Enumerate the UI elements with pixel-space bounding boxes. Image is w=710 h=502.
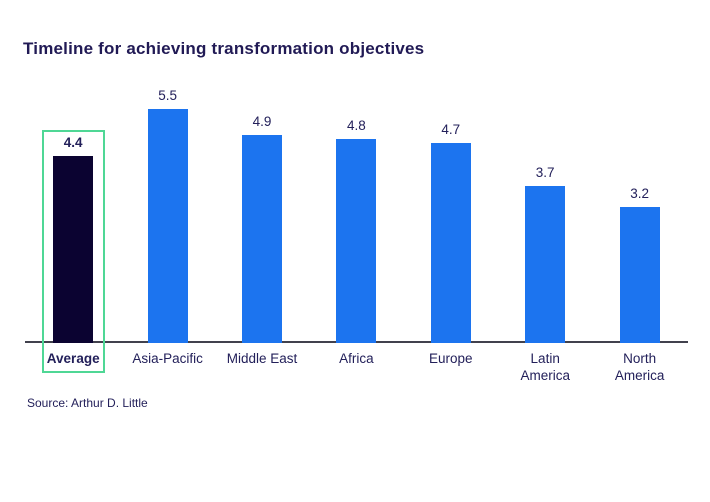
- bar-value-label: 3.2: [630, 186, 649, 201]
- bar: [336, 139, 377, 343]
- bar: [430, 143, 471, 343]
- source-note: Source: Arthur D. Little: [27, 396, 148, 410]
- bar-group: 3.2: [592, 185, 686, 343]
- bar-value-label: 4.4: [63, 135, 83, 150]
- bar-category-label: Average: [46, 351, 100, 366]
- bar-value-label: 4.9: [252, 114, 272, 129]
- chart-title: Timeline for achieving transformation ob…: [23, 39, 425, 58]
- bar: [525, 186, 566, 343]
- bar: [619, 207, 660, 343]
- bar-group: 4.4: [26, 134, 120, 343]
- bar-category-label: Africa: [339, 351, 374, 366]
- bar-highlighted: [53, 156, 94, 343]
- bar-group: 3.7: [498, 164, 592, 343]
- bar-value-label: 3.7: [535, 165, 555, 180]
- bar-category-label: Europe: [429, 351, 473, 366]
- bar-group: 4.8: [309, 117, 403, 343]
- bar-group: 5.5: [120, 87, 214, 343]
- bar-category-label: Middle East: [226, 351, 298, 366]
- bar-category-label: Latin America: [520, 351, 570, 383]
- bar-value-label: 4.8: [346, 118, 366, 133]
- bar-category-label: North America: [614, 351, 665, 383]
- bar-group: 4.9: [215, 113, 309, 343]
- bar-value-label: 4.7: [441, 122, 461, 137]
- bar-category-label: Asia-Pacific: [132, 351, 203, 366]
- bar: [147, 109, 188, 343]
- bar: [241, 135, 282, 343]
- bar-value-label: 5.5: [158, 88, 177, 103]
- bar-group: 4.7: [404, 121, 498, 343]
